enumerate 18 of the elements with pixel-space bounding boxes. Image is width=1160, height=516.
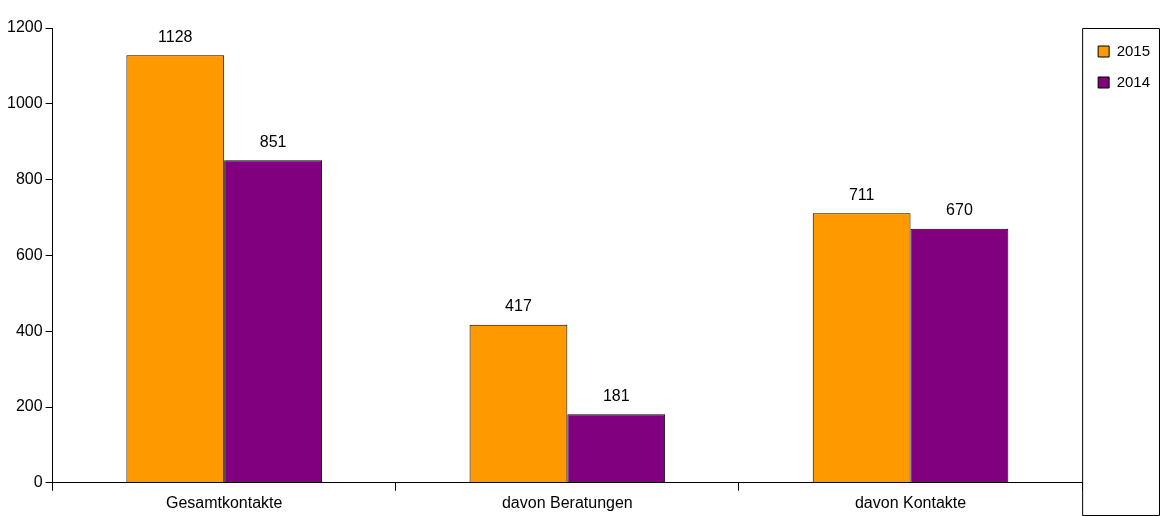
data-label: 181 xyxy=(602,386,630,404)
x-tick-label: davon Beratungen xyxy=(501,493,633,511)
data-label: 851 xyxy=(259,132,287,150)
data-label: 1128 xyxy=(158,27,193,45)
legend-label: 2015 xyxy=(1116,41,1151,59)
y-tick-label: 200 xyxy=(15,397,43,415)
x-tick-label: davon Kontakte xyxy=(854,493,967,511)
y-tick-label: 400 xyxy=(15,321,43,339)
data-label: 711 xyxy=(848,185,875,203)
y-tick-label: 1000 xyxy=(7,94,43,112)
x-tick-label: Gesamtkontakte xyxy=(165,493,283,511)
data-label: 417 xyxy=(505,297,532,315)
y-tick-label: 800 xyxy=(15,170,43,188)
y-tick-label: 1200 xyxy=(7,18,43,36)
data-label: 670 xyxy=(946,201,973,219)
y-tick-label: 600 xyxy=(15,245,43,263)
y-tick-label: 0 xyxy=(33,473,43,491)
legend-label: 2014 xyxy=(1116,72,1151,90)
